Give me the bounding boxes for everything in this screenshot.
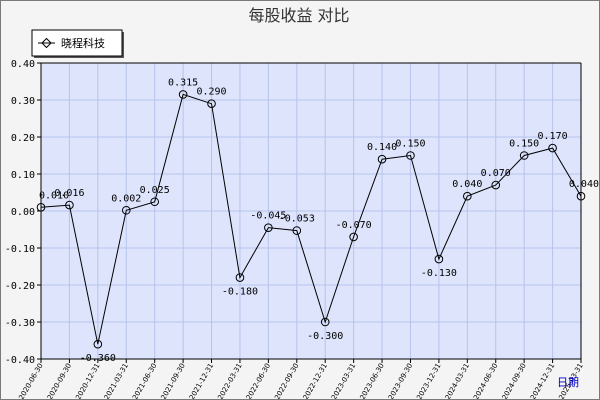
data-label: 0.016: [54, 188, 84, 199]
data-point: [150, 197, 159, 207]
x-tick-label: 2024-09-30: [501, 362, 528, 399]
x-tick-label: 2022-03-31: [216, 362, 243, 399]
y-tick-label: 0.20: [11, 133, 35, 144]
y-tick-label: -0.20: [5, 281, 35, 292]
data-label: 0.010: [39, 190, 69, 201]
legend: 晓程科技: [31, 29, 124, 58]
x-tick-label: 2023-06-30: [359, 362, 386, 399]
data-point: [264, 223, 273, 232]
data-point: [320, 317, 330, 327]
x-tick-label: 2020-09-30: [46, 362, 73, 399]
data-point: [463, 191, 472, 201]
x-tick-label: 2021-09-30: [160, 362, 187, 399]
data-label: 0.040: [569, 179, 599, 190]
data-label: -0.180: [222, 287, 258, 298]
data-point: [519, 151, 529, 160]
data-label: 0.315: [168, 77, 198, 88]
data-label: 0.025: [140, 185, 170, 196]
legend-entry-label: 晓程科技: [61, 36, 105, 50]
data-point: [292, 226, 302, 235]
x-tick-label: 2022-09-30: [273, 362, 300, 399]
data-label: -0.070: [336, 220, 372, 231]
data-point: [548, 143, 557, 153]
x-tick-label: 2022-12-31: [302, 362, 329, 399]
x-tick-label: 2023-09-30: [387, 362, 414, 399]
data-point: [434, 254, 444, 264]
data-label: -0.130: [421, 268, 457, 279]
y-tick-label: -0.40: [5, 355, 35, 366]
data-label: 0.002: [111, 193, 141, 204]
y-tick-label: 0.40: [11, 59, 35, 70]
data-label: 0.150: [395, 139, 425, 150]
x-axis-label: 日期: [557, 376, 579, 389]
y-axis: 0.40 0.30 0.20 0.10 0.00 -0.10 -0.20 -0.30 -0.40: [5, 59, 582, 366]
chart-title: 每股收益 对比: [248, 6, 349, 25]
data-label: -0.053: [279, 214, 315, 225]
y-tick-label: 0.30: [11, 96, 35, 107]
data-label: 0.140: [367, 142, 397, 153]
y-tick-label: -0.30: [5, 318, 35, 329]
x-tick-label: 2024-12-31: [529, 362, 556, 399]
data-point: [576, 191, 586, 201]
data-label: -0.360: [80, 353, 116, 364]
data-label: -0.300: [307, 331, 343, 342]
x-tick-label: 2023-03-31: [330, 362, 357, 399]
data-label: -0.045: [250, 211, 286, 222]
data-point: [36, 203, 46, 212]
data-label: 0.040: [452, 179, 482, 190]
data-point: [349, 232, 358, 242]
series-line: [40, 93, 582, 345]
x-tick-label: 2022-06-30: [245, 362, 272, 399]
data-point: [93, 339, 103, 349]
data-label: 0.290: [196, 87, 226, 98]
data-point: [178, 90, 188, 99]
data-label: 0.170: [538, 131, 568, 142]
y-tick-label: -0.10: [5, 244, 35, 255]
data-label: 0.150: [509, 139, 539, 150]
x-tick-label: 2020-12-31: [74, 362, 101, 399]
legend-marker-icon: [41, 37, 52, 49]
x-tick-label: 2021-06-30: [131, 362, 158, 399]
data-point: [207, 99, 216, 108]
x-tick-label: 2021-03-31: [103, 362, 130, 399]
x-tick-label: 2020-06-30: [17, 362, 44, 399]
x-tick-label: 2021-12-31: [188, 362, 215, 399]
x-tick-label: 2024-03-31: [444, 362, 471, 399]
data-point: [491, 180, 501, 190]
y-tick-label: 0.00: [11, 207, 35, 218]
data-point: [65, 200, 74, 210]
x-axis: 2020-06-30 2020-09-30 2020-12-31 2021-03-31…: [17, 358, 585, 399]
data-point: [406, 151, 415, 160]
data-point: [377, 154, 387, 164]
x-tick-label: 2023-12-31: [415, 362, 442, 399]
x-tick-label: 2024-06-30: [472, 362, 499, 399]
data-point: [235, 273, 245, 282]
data-point: [121, 205, 131, 215]
data-label: 0.070: [481, 168, 511, 179]
y-tick-label: 0.10: [11, 170, 35, 181]
